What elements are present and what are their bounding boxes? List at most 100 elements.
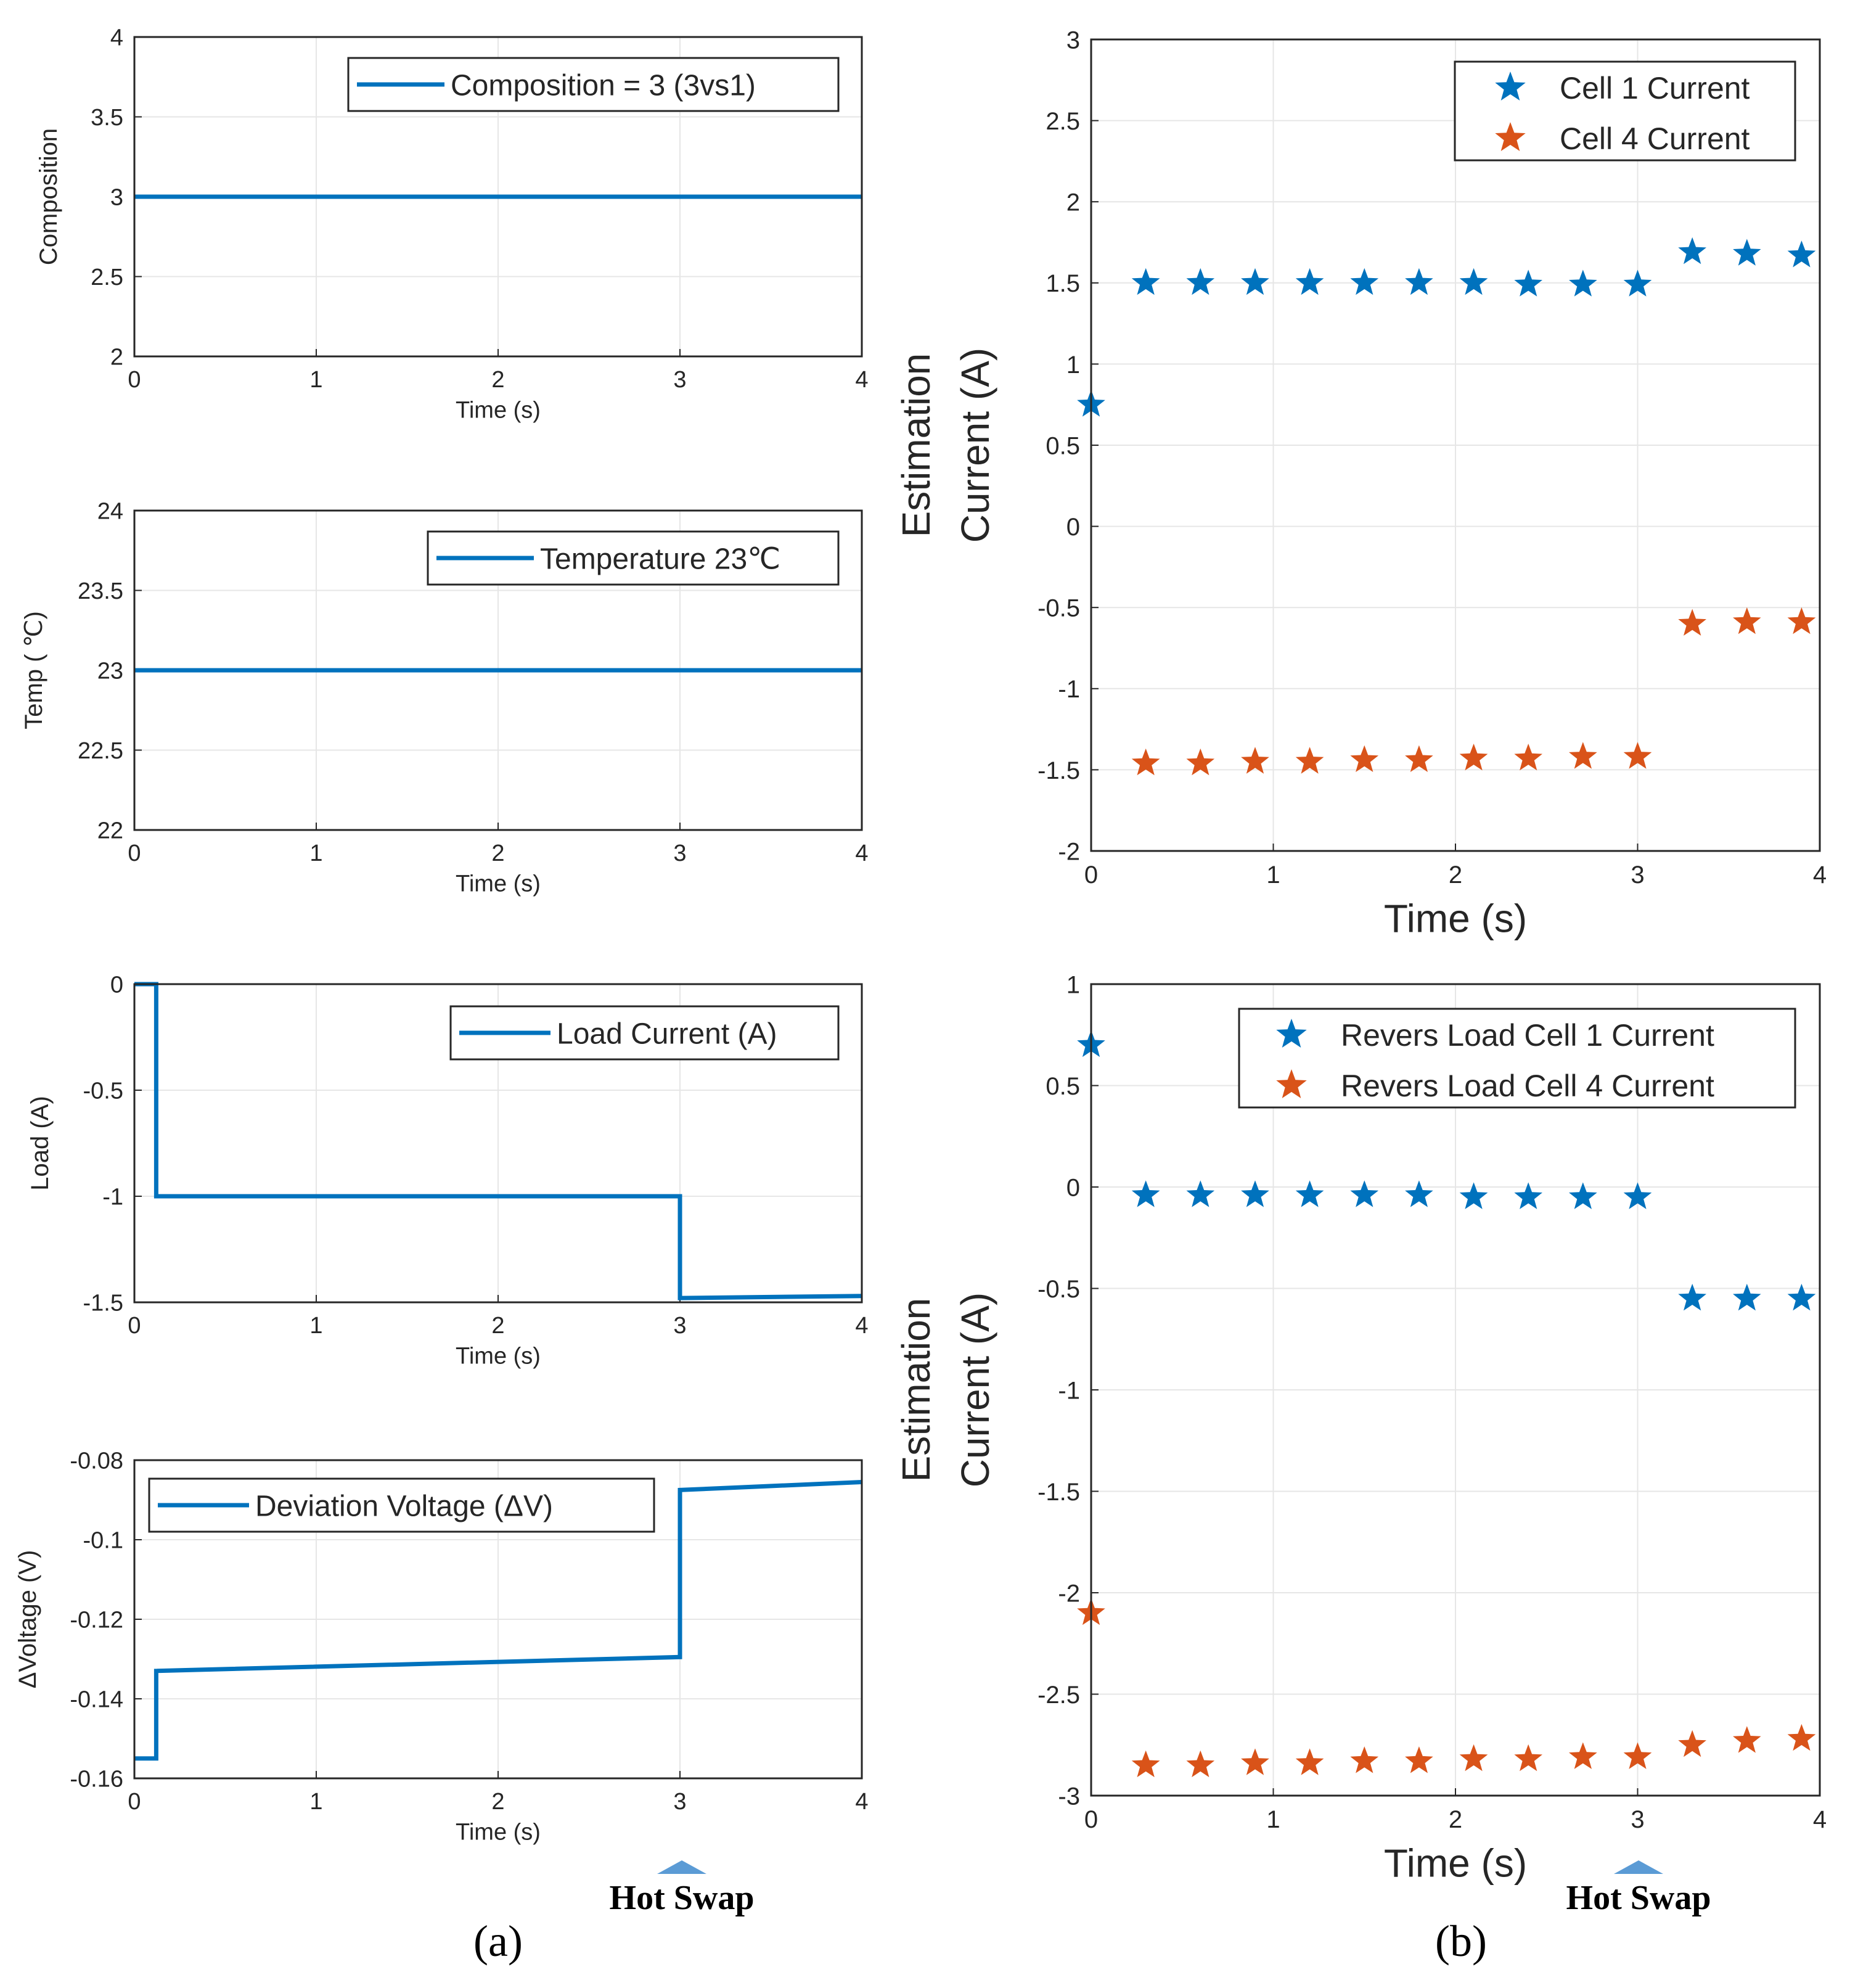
data-point-series-1 [1623, 269, 1652, 297]
y-axis-label-line2: Current (A) [953, 1292, 997, 1488]
x-tick-label: 2 [491, 840, 504, 866]
hot-swap-arrow-a [657, 1860, 706, 1874]
y-tick-label: -0.5 [83, 1078, 123, 1104]
x-tick-label: 4 [855, 840, 868, 866]
y-tick-label: 23.5 [78, 578, 123, 604]
data-point-series-1 [1514, 1182, 1542, 1209]
y-tick-label: 0.5 [1046, 432, 1080, 459]
chart-composition: 0 1 2 3 4 2 2.5 3 3.5 4 Time (s) Composition Composi… [35, 25, 869, 424]
y-tick-label: 0 [1066, 1174, 1080, 1201]
x-axis-label: Time (s) [456, 398, 541, 424]
x-axis-label: Time (s) [456, 871, 541, 897]
data-point-series-1 [1350, 268, 1379, 295]
data-point-series-2 [1459, 1744, 1488, 1772]
legend-box [1238, 1008, 1796, 1109]
x-axis-label: Time (s) [456, 1820, 541, 1846]
y-tick-label: -0.12 [70, 1608, 123, 1633]
data-point-series-2 [1787, 1723, 1816, 1751]
legend-star-swatch-1 [1276, 1019, 1307, 1048]
data-point-series-1 [1405, 1180, 1433, 1207]
data-point-series-2 [1514, 1744, 1542, 1772]
x-tick-label: 2 [491, 1313, 504, 1339]
data-point-series-1 [1131, 1180, 1160, 1207]
axes-frame [133, 509, 863, 831]
data-point-series-1 [1569, 1182, 1597, 1209]
y-tick-label: -0.5 [1038, 1276, 1080, 1303]
x-axis-label: Time (s) [1384, 897, 1527, 941]
y-tick-label: -1.5 [83, 1291, 123, 1316]
panel-label-a: (a) [473, 1916, 523, 1966]
x-tick-label: 3 [1631, 1806, 1644, 1833]
x-tick-label: 2 [491, 1789, 504, 1815]
data-point-series-2 [1623, 1742, 1652, 1769]
data-point-series-1 [1295, 1180, 1324, 1207]
x-tick-label: 2 [1449, 1806, 1462, 1833]
y-tick-label: 3 [1066, 27, 1080, 54]
x-tick-label: 4 [855, 1313, 868, 1339]
y-tick-label: -0.08 [70, 1448, 123, 1474]
legend-label: Load Current (A) [557, 1017, 777, 1050]
y-tick-label: 0.5 [1046, 1073, 1080, 1100]
legend-star-swatch-2 [1495, 122, 1526, 151]
legend-star-swatch-2 [1276, 1069, 1307, 1098]
y-axis-label-line2: Current (A) [953, 348, 997, 543]
y-tick-label: -1.5 [1038, 1479, 1080, 1506]
x-tick-label: 0 [128, 1789, 141, 1815]
x-tick-label: 1 [309, 840, 322, 866]
data-point-series-2 [1459, 744, 1488, 771]
y-tick-label: 2.5 [91, 265, 123, 290]
chart-reverse_load: 0 1 2 3 4 -3 -2.5 -2 -1.5 -1 -0.5 0 0.5 1 Time (s) Esti… [894, 971, 1827, 1885]
data-point-series-2 [1733, 1726, 1761, 1753]
data-point-series-1 [1733, 239, 1761, 266]
y-tick-label: 23 [97, 659, 123, 684]
y-tick-label: -0.14 [70, 1687, 123, 1713]
data-point-series-1 [1350, 1180, 1379, 1207]
data-point-series-2 [1678, 609, 1706, 636]
x-tick-label: 3 [673, 1313, 686, 1339]
x-tick-label: 4 [1813, 861, 1827, 889]
y-tick-label: 4 [110, 25, 123, 51]
hot-swap-label-a: Hot Swap [610, 1879, 755, 1917]
data-point-series-1 [1241, 268, 1269, 295]
data-point-series-1 [1459, 1182, 1488, 1209]
data-point-series-1 [1241, 1180, 1269, 1207]
y-tick-label: 1 [1066, 971, 1080, 998]
y-tick-label: 2 [110, 345, 123, 371]
y-tick-label: -1 [1058, 1377, 1080, 1404]
legend-label: Deviation Voltage (ΔV) [255, 1490, 553, 1522]
legend-label: Composition = 3 (3vs1) [451, 69, 756, 102]
axes-frame [133, 983, 863, 1304]
y-tick-label: 22 [97, 818, 123, 844]
x-tick-label: 0 [128, 367, 141, 393]
x-tick-label: 3 [1631, 861, 1644, 889]
y-axis-label-line1: Estimation [894, 1298, 938, 1482]
x-tick-label: 2 [491, 367, 504, 393]
data-point-series-2 [1350, 1746, 1379, 1773]
y-tick-label: 2 [1066, 189, 1080, 216]
y-tick-label: 0 [110, 972, 123, 998]
y-tick-label: -0.16 [70, 1767, 123, 1793]
data-point-series-1 [1459, 268, 1488, 295]
data-point-series-2 [1733, 607, 1761, 635]
legend-label: Temperature 23℃ [540, 543, 780, 575]
x-axis-label: Time (s) [456, 1344, 541, 1370]
x-tick-label: 1 [1266, 1806, 1280, 1833]
legend-star-swatch-1 [1495, 72, 1526, 101]
chart-load: 0 1 2 3 4 -1.5 -1 -0.5 0 Time (s) Load (A) Load Cur… [27, 972, 869, 1370]
y-tick-label: -0.5 [1038, 595, 1080, 622]
y-tick-label: -2 [1058, 1580, 1080, 1607]
data-point-series-2 [1131, 748, 1160, 776]
x-tick-label: 4 [1813, 1806, 1827, 1833]
y-tick-label: 1.5 [1046, 270, 1080, 297]
data-point-series-1 [1787, 1283, 1816, 1311]
y-tick-label: -2 [1058, 838, 1080, 865]
x-tick-label: 0 [1084, 1806, 1098, 1833]
data-point-series-1 [1295, 268, 1324, 295]
data-point-series-1 [1569, 269, 1597, 297]
data-point-series-2 [1787, 607, 1816, 635]
axes-frame [133, 1459, 863, 1780]
hot-swap-label-b: Hot Swap [1566, 1879, 1711, 1917]
data-point-series-2 [1405, 1746, 1433, 1773]
